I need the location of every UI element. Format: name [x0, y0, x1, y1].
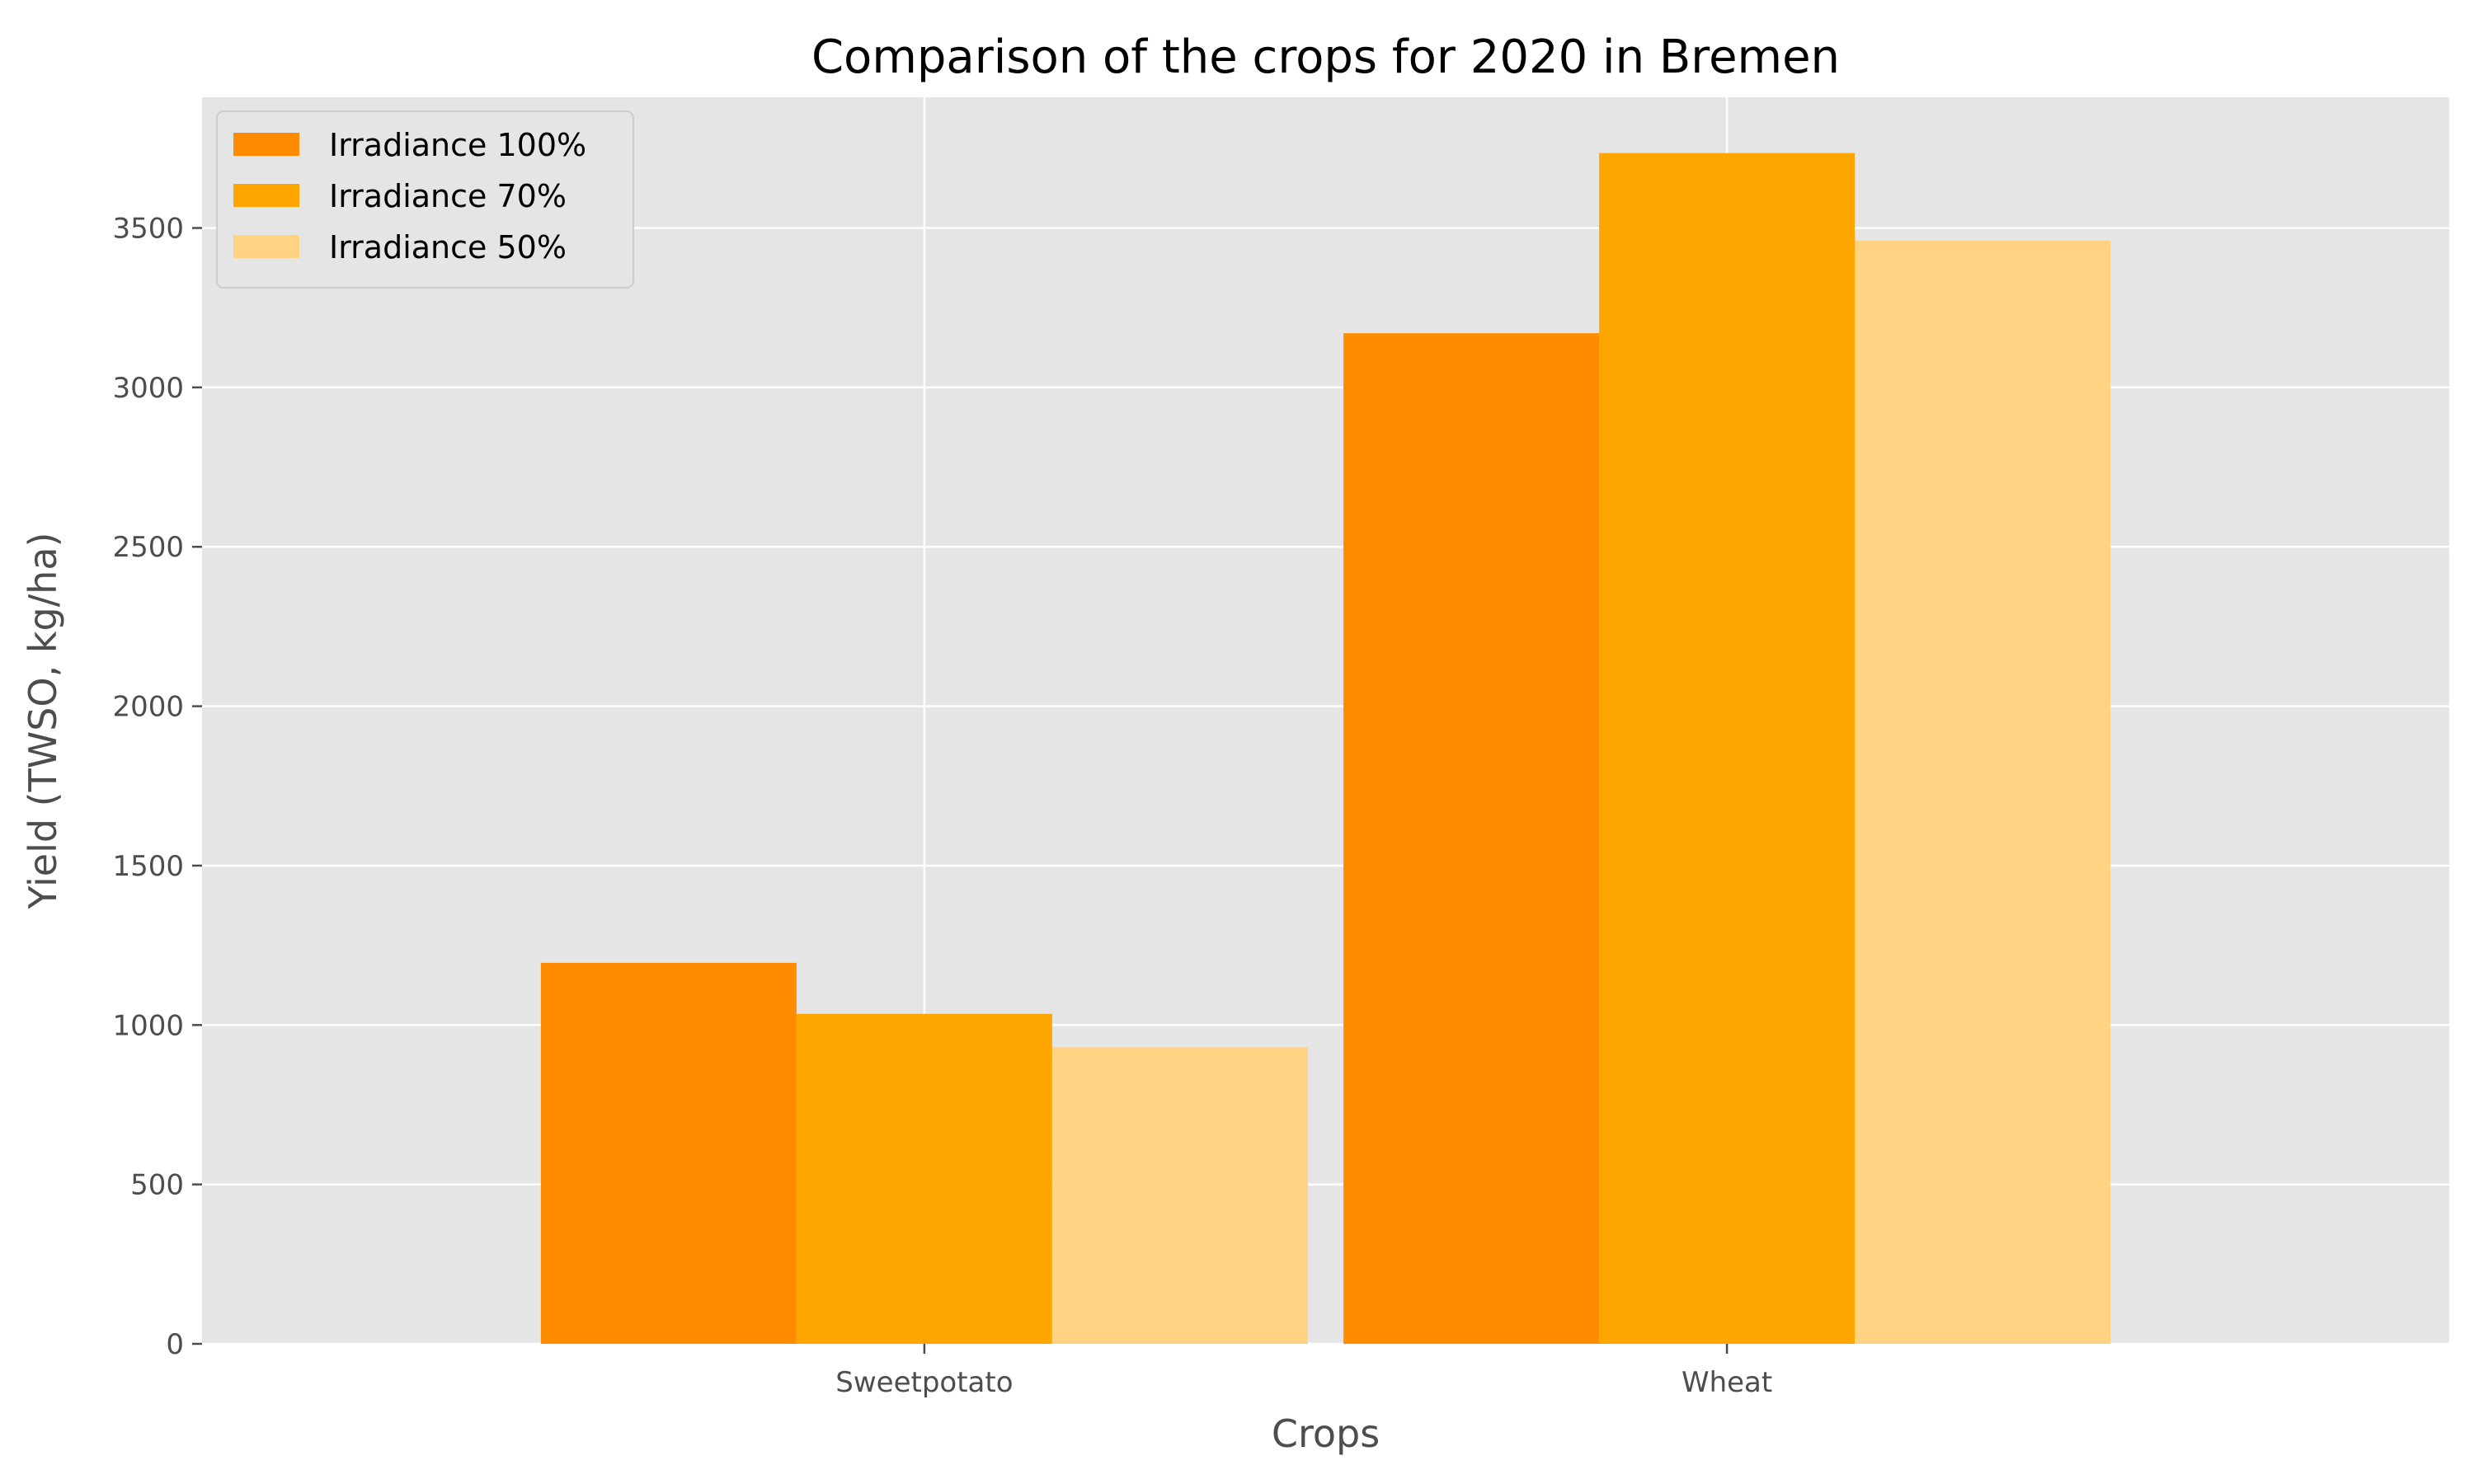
- bar: [1855, 241, 2111, 1344]
- bar: [540, 962, 797, 1344]
- y-tick-label: 500: [130, 1169, 184, 1202]
- x-axis-title: Crops: [1272, 1411, 1380, 1456]
- legend-frame: [216, 110, 634, 289]
- chart-title: Comparison of the crops for 2020 in Brem…: [811, 31, 1840, 84]
- x-axis: Sweetpotato Wheat: [835, 1344, 1772, 1399]
- legend-swatch: [233, 133, 299, 156]
- y-tick-label: 1000: [112, 1009, 184, 1042]
- y-axis-title: Yield (TWSO, kg/ha): [21, 533, 65, 910]
- bar: [1343, 333, 1600, 1344]
- legend-label: Irradiance 70%: [329, 178, 567, 214]
- legend-label: Irradiance 100%: [329, 127, 586, 163]
- y-tick-label: 3000: [112, 372, 184, 405]
- legend-label: Irradiance 50%: [329, 229, 567, 265]
- y-tick-label: 0: [166, 1328, 184, 1361]
- y-tick-label: 1500: [112, 850, 184, 883]
- bar: [1599, 153, 1856, 1345]
- bar: [1051, 1047, 1308, 1344]
- y-tick-label: 2500: [112, 531, 184, 564]
- bars: [540, 153, 2111, 1345]
- x-tick-label: Wheat: [1681, 1366, 1772, 1399]
- x-tick-label: Sweetpotato: [835, 1366, 1013, 1399]
- y-axis: 0 500 1000 1500 2000 2500 3000 3500: [112, 213, 202, 1361]
- legend: Irradiance 100% Irradiance 70% Irradiance …: [216, 110, 634, 289]
- legend-swatch: [233, 235, 299, 258]
- y-tick-label: 2000: [112, 691, 184, 724]
- y-tick-label: 3500: [112, 213, 184, 246]
- legend-swatch: [233, 184, 299, 207]
- bar: [796, 1013, 1052, 1344]
